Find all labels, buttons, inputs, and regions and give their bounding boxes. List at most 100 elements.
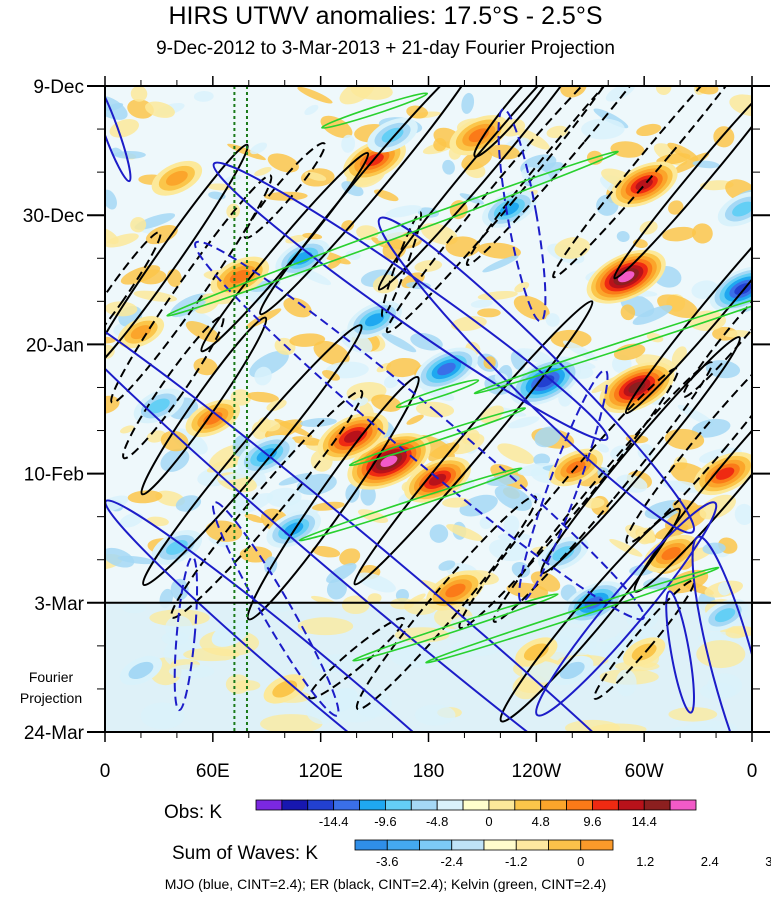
mjo-contour bbox=[194, 240, 645, 621]
er-contour bbox=[142, 324, 363, 587]
y-tick-label: 24-Mar bbox=[24, 723, 85, 744]
projection-texture bbox=[696, 640, 746, 669]
er-contour bbox=[105, 143, 249, 373]
anomaly-feature bbox=[445, 583, 466, 598]
er-contour bbox=[200, 151, 370, 353]
anomaly-texture bbox=[723, 330, 751, 338]
obs-legend-swatch bbox=[592, 799, 619, 811]
anomaly-feature bbox=[661, 547, 681, 561]
mjo-contour bbox=[105, 299, 710, 732]
obs-legend-swatch bbox=[385, 799, 412, 811]
anomaly-texture bbox=[655, 86, 672, 96]
anomaly-texture bbox=[283, 297, 312, 318]
anomaly-texture bbox=[264, 191, 308, 201]
anomaly-texture bbox=[433, 138, 447, 152]
waves-legend-label: Sum of Waves: K bbox=[172, 843, 319, 864]
y-tick-label: 3-Mar bbox=[34, 594, 84, 615]
waves-legend-tick-label: -2.4 bbox=[441, 854, 463, 869]
anomaly-texture bbox=[428, 442, 460, 462]
anomaly-texture bbox=[339, 548, 361, 566]
anomaly-feature bbox=[284, 522, 304, 536]
x-tick-label: 60E bbox=[196, 761, 230, 782]
waves-legend-swatch bbox=[354, 839, 388, 851]
anomaly-texture bbox=[533, 453, 551, 466]
anomaly-texture bbox=[668, 200, 684, 215]
obs-legend-swatch bbox=[436, 799, 464, 811]
anomaly-feature bbox=[380, 455, 398, 468]
er-contour bbox=[682, 254, 752, 398]
obs-legend-tick-label: 9.6 bbox=[583, 814, 601, 829]
anomaly-feature bbox=[523, 643, 549, 661]
anomaly-texture bbox=[636, 123, 662, 137]
anomaly-texture bbox=[620, 304, 636, 321]
er-contour bbox=[625, 329, 752, 545]
anomaly-texture bbox=[367, 593, 382, 604]
projection-texture bbox=[140, 702, 185, 730]
obs-legend-swatch bbox=[566, 799, 593, 811]
obs-legend-tick-label: -9.6 bbox=[374, 814, 396, 829]
anomaly-texture bbox=[130, 217, 147, 233]
anomaly-feature bbox=[468, 128, 489, 143]
obs-legend-swatch bbox=[617, 799, 645, 811]
anomaly-texture bbox=[470, 299, 493, 308]
waves-legend-swatch bbox=[483, 839, 517, 851]
obs-legend-tick-label: 14.4 bbox=[632, 814, 657, 829]
anomaly-texture bbox=[133, 290, 178, 302]
er-contour bbox=[458, 367, 679, 630]
y-tick-label: 20-Jan bbox=[26, 335, 84, 356]
anomaly-texture bbox=[120, 425, 135, 434]
anomaly-texture bbox=[327, 259, 342, 270]
er-contour bbox=[385, 86, 626, 334]
anomaly-texture bbox=[442, 159, 455, 175]
waves-legend-tick-label: -3.6 bbox=[376, 854, 398, 869]
mjo-contour bbox=[535, 501, 718, 717]
kelvin-contour bbox=[166, 150, 619, 317]
er-contour bbox=[308, 617, 406, 700]
waves-legend-tick-label: 1.2 bbox=[636, 854, 654, 869]
anomaly-texture bbox=[596, 443, 609, 453]
waves-legend-swatch bbox=[515, 839, 549, 851]
anomaly-texture bbox=[503, 515, 520, 535]
anomaly-texture bbox=[625, 524, 656, 544]
obs-legend-swatch bbox=[643, 799, 671, 811]
projection-texture bbox=[707, 673, 743, 698]
x-tick-label: 120E bbox=[298, 761, 342, 782]
anomaly-texture bbox=[386, 357, 421, 378]
obs-legend-swatch bbox=[410, 799, 438, 811]
anomaly-texture bbox=[312, 501, 345, 511]
anomaly-texture bbox=[609, 538, 643, 557]
obs-legend-label: Obs: K bbox=[164, 802, 223, 823]
projection-texture bbox=[450, 639, 501, 657]
anomaly-texture bbox=[322, 370, 340, 381]
anomaly-texture bbox=[477, 242, 521, 259]
anomaly-texture bbox=[105, 344, 115, 360]
anomaly-texture bbox=[451, 316, 487, 331]
anomaly-texture bbox=[326, 563, 357, 584]
obs-legend-swatch bbox=[540, 799, 567, 811]
kelvin-contour bbox=[321, 92, 429, 129]
kelvin-contour bbox=[395, 379, 480, 409]
anomaly-texture bbox=[613, 343, 646, 361]
anomaly-feature bbox=[552, 546, 575, 562]
anomaly-texture bbox=[581, 118, 625, 140]
anomaly-texture bbox=[488, 538, 528, 562]
anomaly-feature bbox=[364, 313, 385, 327]
anomaly-texture bbox=[267, 153, 300, 173]
anomaly-texture bbox=[385, 205, 422, 218]
anomaly-texture bbox=[291, 436, 324, 446]
anomaly-texture bbox=[546, 125, 569, 139]
anomaly-feature bbox=[165, 539, 188, 555]
mjo-contour bbox=[173, 555, 199, 712]
projection-texture bbox=[725, 627, 747, 639]
er-contour bbox=[492, 361, 714, 623]
anomaly-texture bbox=[117, 555, 157, 565]
chart-caption: MJO (blue, CINT=2.4); ER (black, CINT=2.… bbox=[164, 876, 607, 892]
er-contour bbox=[377, 86, 598, 291]
anomaly-texture bbox=[545, 313, 560, 327]
anomaly-texture bbox=[175, 495, 202, 512]
anomaly-texture bbox=[507, 416, 540, 429]
anomaly-texture bbox=[461, 92, 475, 114]
anomaly-texture bbox=[429, 524, 449, 543]
projection-texture bbox=[684, 720, 738, 732]
